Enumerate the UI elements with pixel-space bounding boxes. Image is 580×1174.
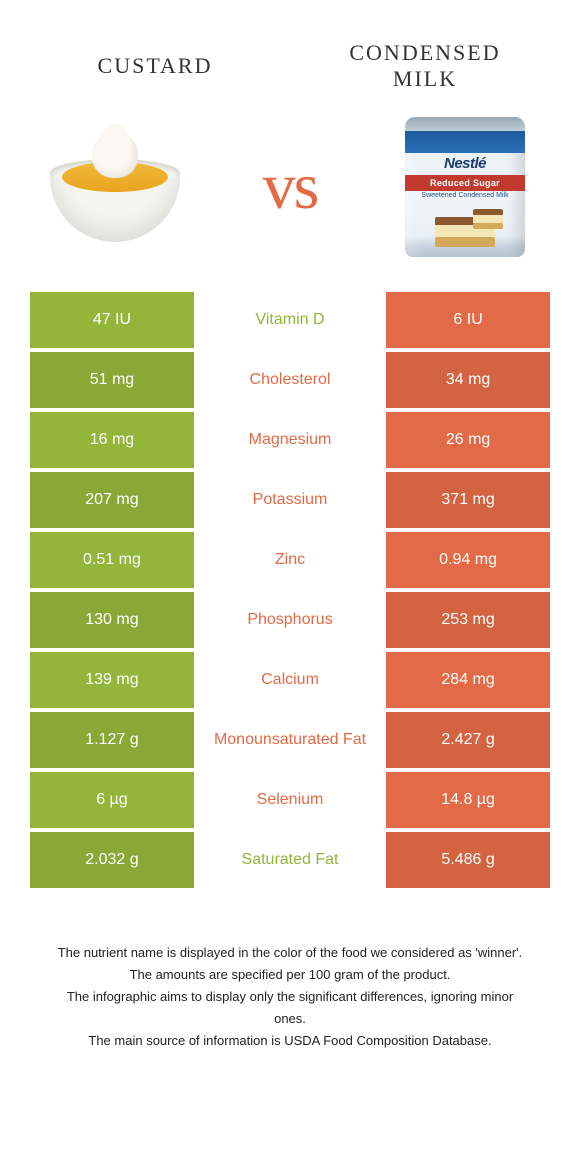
- right-value: 0.94 mg: [386, 532, 550, 588]
- left-value: 47 IU: [30, 292, 194, 348]
- left-value: 130 mg: [30, 592, 194, 648]
- footer: The nutrient name is displayed in the co…: [0, 892, 580, 1052]
- can-subtitle-label: Sweetened Condensed Milk: [405, 191, 525, 200]
- footer-line: The main source of information is USDA F…: [50, 1030, 530, 1052]
- nutrient-row: 2.032 gSaturated Fat5.486 g: [30, 832, 550, 888]
- custard-image: [40, 112, 190, 262]
- left-value: 0.51 mg: [30, 532, 194, 588]
- left-value: 2.032 g: [30, 832, 194, 888]
- left-value: 207 mg: [30, 472, 194, 528]
- nutrient-row: 47 IUVitamin D6 IU: [30, 292, 550, 348]
- right-value: 253 mg: [386, 592, 550, 648]
- nutrient-label: Calcium: [194, 652, 386, 708]
- nutrient-row: 0.51 mgZinc0.94 mg: [30, 532, 550, 588]
- nutrient-label: Potassium: [194, 472, 386, 528]
- nutrient-label: Vitamin D: [194, 292, 386, 348]
- footer-line: The amounts are specified per 100 gram o…: [50, 964, 530, 986]
- left-value: 6 µg: [30, 772, 194, 828]
- left-value: 51 mg: [30, 352, 194, 408]
- can-banner-label: Reduced Sugar: [405, 175, 525, 191]
- right-value: 371 mg: [386, 472, 550, 528]
- can-brand-label: Nestlé: [405, 155, 525, 172]
- footer-line: The nutrient name is displayed in the co…: [50, 942, 530, 964]
- nutrient-row: 16 mgMagnesium26 mg: [30, 412, 550, 468]
- right-value: 14.8 µg: [386, 772, 550, 828]
- nutrient-label: Selenium: [194, 772, 386, 828]
- nutrient-row: 51 mgCholesterol34 mg: [30, 352, 550, 408]
- footer-line: The infographic aims to display only the…: [50, 986, 530, 1030]
- nutrient-row: 139 mgCalcium284 mg: [30, 652, 550, 708]
- nutrient-label: Phosphorus: [194, 592, 386, 648]
- nutrient-table: 47 IUVitamin D6 IU51 mgCholesterol34 mg1…: [0, 292, 580, 892]
- nutrient-row: 130 mgPhosphorus253 mg: [30, 592, 550, 648]
- left-value: 1.127 g: [30, 712, 194, 768]
- condensed-milk-image: Nestlé Reduced Sugar Sweetened Condensed…: [390, 112, 540, 262]
- left-food-title: Custard: [55, 53, 255, 79]
- nutrient-row: 1.127 gMonounsaturated Fat2.427 g: [30, 712, 550, 768]
- nutrient-label: Magnesium: [194, 412, 386, 468]
- nutrient-label: Saturated Fat: [194, 832, 386, 888]
- nutrient-label: Zinc: [194, 532, 386, 588]
- right-value: 284 mg: [386, 652, 550, 708]
- right-value: 26 mg: [386, 412, 550, 468]
- nutrient-row: 207 mgPotassium371 mg: [30, 472, 550, 528]
- right-value: 2.427 g: [386, 712, 550, 768]
- left-value: 139 mg: [30, 652, 194, 708]
- left-value: 16 mg: [30, 412, 194, 468]
- nutrient-label: Monounsaturated Fat: [194, 712, 386, 768]
- right-value: 34 mg: [386, 352, 550, 408]
- header: Custard Condensed Milk: [0, 0, 580, 112]
- right-value: 6 IU: [386, 292, 550, 348]
- vs-label: vs: [263, 149, 318, 225]
- nutrient-label: Cholesterol: [194, 352, 386, 408]
- right-food-title: Condensed Milk: [325, 40, 525, 92]
- nutrient-row: 6 µgSelenium14.8 µg: [30, 772, 550, 828]
- right-value: 5.486 g: [386, 832, 550, 888]
- images-row: vs Nestlé Reduced Sugar Sweetened Conden…: [0, 112, 580, 292]
